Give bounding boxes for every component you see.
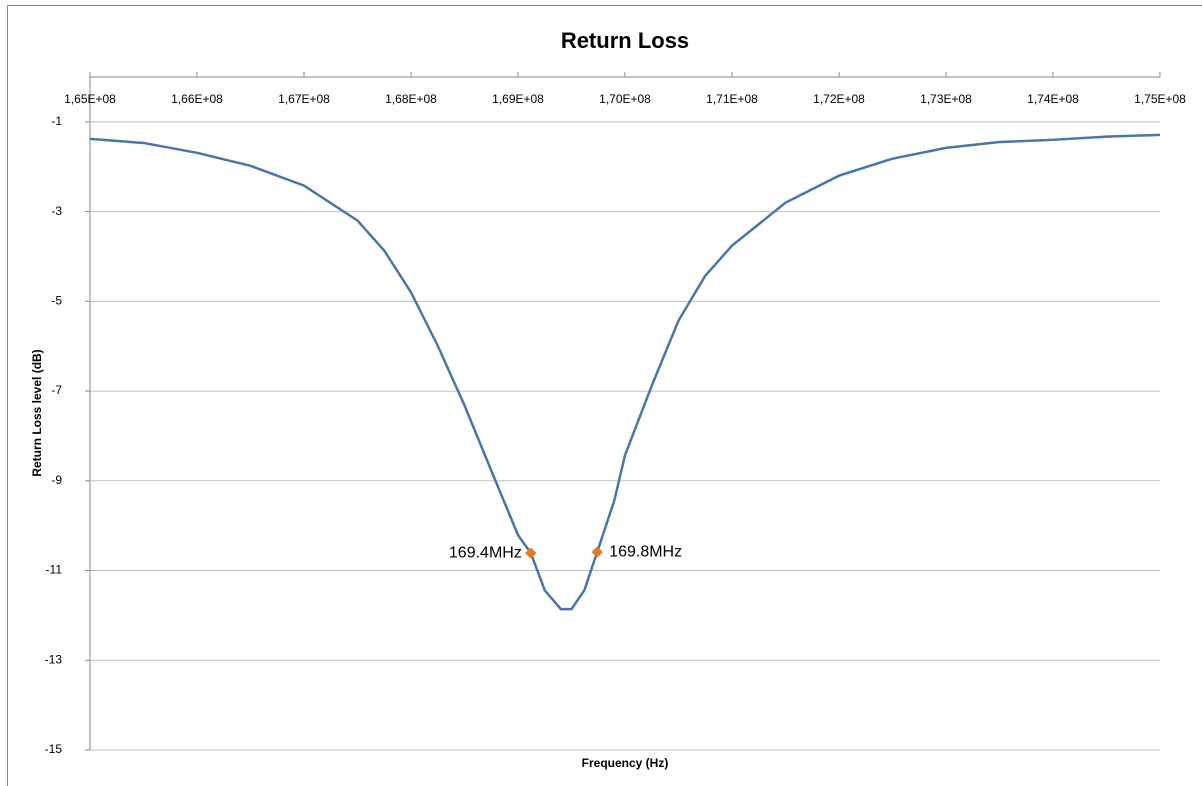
y-axis-title: Return Loss level (dB) bbox=[30, 349, 44, 476]
x-axis-title: Frequency (Hz) bbox=[582, 756, 669, 770]
x-tick-label: 1,66E+08 bbox=[171, 92, 223, 106]
x-tick-label: 1,74E+08 bbox=[1027, 92, 1079, 106]
x-tick-label: 1,71E+08 bbox=[706, 92, 758, 106]
y-tick-label: -11 bbox=[46, 563, 63, 577]
y-tick-label: -9 bbox=[51, 473, 62, 487]
y-tick-label: -3 bbox=[51, 204, 62, 218]
data-line bbox=[89, 133, 1161, 611]
marker-label: 169.4MHz bbox=[449, 544, 522, 561]
y-tick-label: -5 bbox=[51, 294, 62, 308]
chart-title: Return Loss bbox=[561, 28, 689, 53]
y-tick-label: -7 bbox=[51, 383, 62, 397]
x-tick-label: 1,67E+08 bbox=[278, 92, 330, 106]
x-tick-label: 1,73E+08 bbox=[920, 92, 972, 106]
x-tick-label: 1,72E+08 bbox=[813, 92, 865, 106]
x-tick-label: 1,65E+08 bbox=[64, 92, 116, 106]
y-tick-label: -15 bbox=[45, 742, 63, 756]
x-tick-label: 1,69E+08 bbox=[492, 92, 544, 106]
x-tick-label: 1,70E+08 bbox=[599, 92, 651, 106]
marker bbox=[525, 547, 537, 559]
marker bbox=[591, 546, 603, 558]
y-tick-label: -13 bbox=[45, 652, 63, 666]
y-tick-label: -1 bbox=[51, 114, 62, 128]
x-tick-label: 1,75E+08 bbox=[1134, 92, 1186, 106]
marker-label: 169.8MHz bbox=[609, 543, 682, 560]
x-tick-label: 1,68E+08 bbox=[385, 92, 437, 106]
